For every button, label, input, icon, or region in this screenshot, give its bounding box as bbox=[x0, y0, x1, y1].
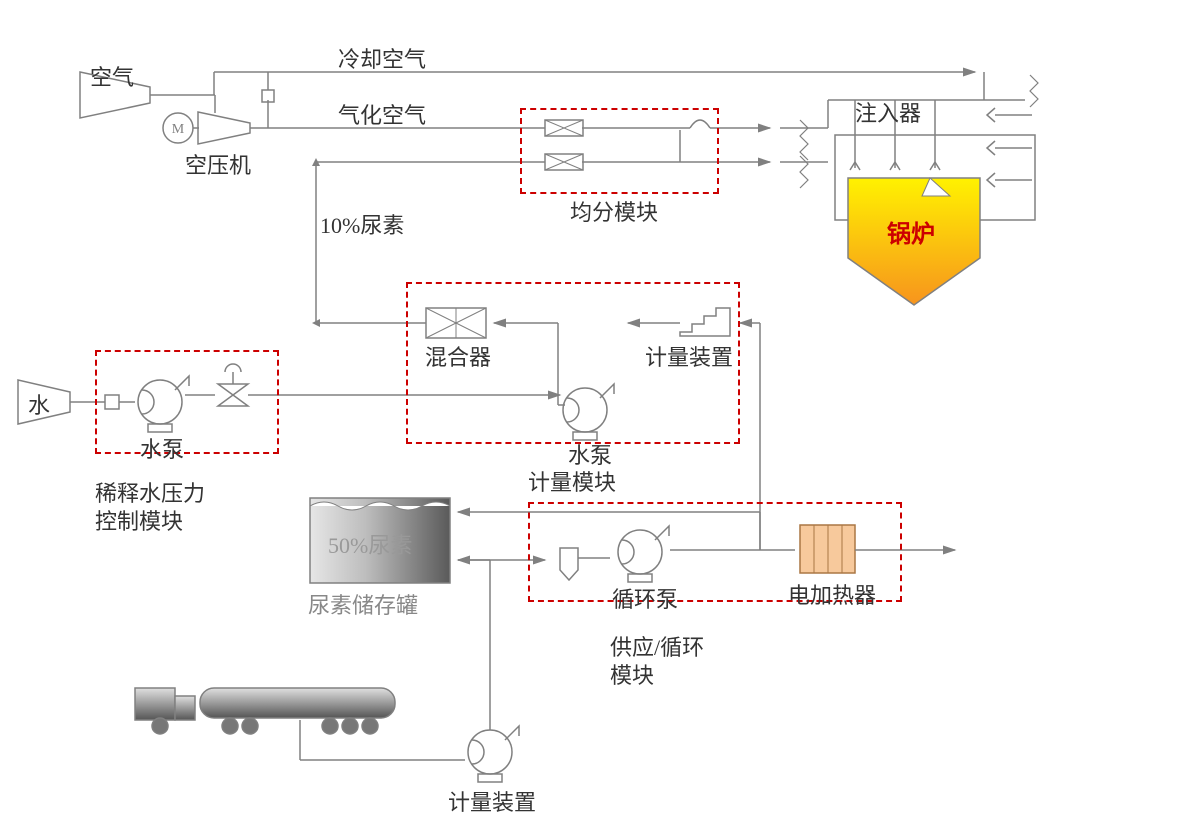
urea-storage-tank-label: 尿素储存罐 bbox=[308, 588, 418, 620]
distribution-module-label: 均分模块 bbox=[570, 195, 658, 227]
metering-device-bottom-label: 计量装置 bbox=[448, 785, 536, 817]
injector-label: 注入器 bbox=[855, 96, 921, 128]
dilution-water-module-box bbox=[95, 350, 279, 454]
circulation-pump-label: 循环泵 bbox=[612, 582, 678, 614]
motor-icon bbox=[163, 113, 193, 143]
metering-device-top-label: 计量装置 bbox=[645, 340, 733, 372]
water-label: 水 bbox=[28, 388, 50, 420]
urea-10pct-label: 10%尿素 bbox=[320, 208, 404, 240]
spring-1 bbox=[800, 120, 808, 160]
electric-heater-label: 电加热器 bbox=[788, 578, 876, 610]
module-word-label: 模块 bbox=[610, 658, 654, 690]
cooling-air-label: 冷却空气 bbox=[338, 42, 426, 74]
boiler-label: 锅炉 bbox=[887, 214, 935, 249]
gasification-air-label: 气化空气 bbox=[338, 98, 426, 130]
air-label: 空气 bbox=[90, 60, 134, 92]
mixer-label: 混合器 bbox=[425, 340, 491, 372]
compressor-icon bbox=[198, 112, 250, 144]
compressor-label: 空压机 bbox=[185, 148, 251, 180]
metering-bottom-pump-icon bbox=[468, 726, 519, 782]
control-module-label: 控制模块 bbox=[95, 504, 183, 536]
truck-icon bbox=[135, 688, 395, 734]
distribution-module-box bbox=[520, 108, 719, 194]
svg-text:M: M bbox=[172, 122, 185, 137]
water-pump-1-label: 水泵 bbox=[140, 432, 184, 464]
urea-50pct-tank-text: 50%尿素 bbox=[328, 528, 412, 560]
spring-2 bbox=[800, 156, 808, 188]
metering-module-label: 计量模块 bbox=[528, 465, 616, 497]
